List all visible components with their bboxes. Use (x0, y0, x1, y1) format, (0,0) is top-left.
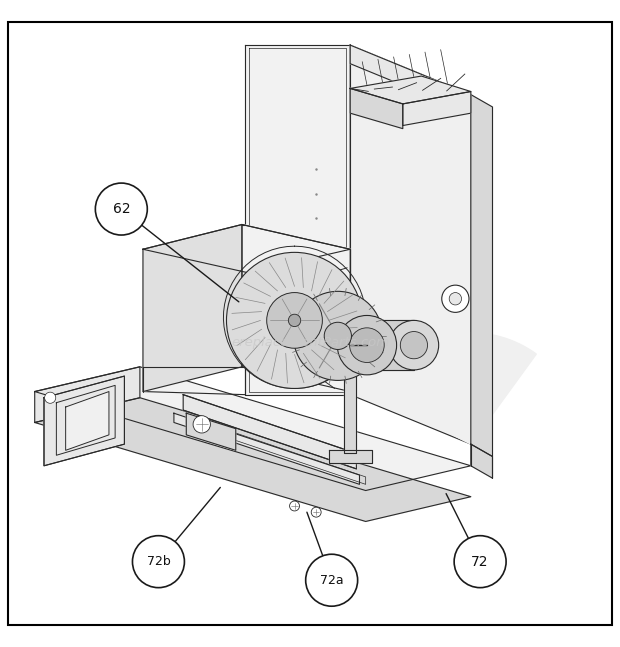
Text: 72b: 72b (146, 555, 170, 568)
Polygon shape (174, 413, 360, 485)
Polygon shape (403, 91, 471, 126)
Polygon shape (350, 45, 471, 113)
Circle shape (350, 328, 384, 362)
Polygon shape (471, 94, 492, 457)
Circle shape (193, 415, 210, 433)
Polygon shape (143, 225, 350, 273)
Polygon shape (249, 49, 346, 391)
Polygon shape (350, 76, 471, 104)
Circle shape (290, 501, 299, 511)
Polygon shape (35, 367, 140, 422)
Polygon shape (56, 386, 115, 455)
Circle shape (337, 316, 397, 375)
Polygon shape (344, 330, 356, 454)
Circle shape (389, 320, 439, 370)
Circle shape (293, 291, 383, 380)
Circle shape (311, 507, 321, 517)
Polygon shape (329, 450, 372, 463)
Circle shape (454, 536, 506, 587)
Circle shape (449, 292, 461, 305)
Polygon shape (183, 395, 356, 469)
Text: ereplacementParts.com: ereplacementParts.com (231, 336, 389, 349)
Polygon shape (245, 45, 350, 395)
Polygon shape (350, 45, 471, 444)
Circle shape (95, 183, 148, 235)
Text: 72: 72 (471, 554, 489, 569)
Polygon shape (186, 413, 236, 450)
Polygon shape (66, 391, 109, 450)
Text: 72a: 72a (320, 574, 343, 587)
Circle shape (401, 331, 428, 358)
Circle shape (442, 285, 469, 313)
Circle shape (226, 252, 363, 388)
Polygon shape (242, 225, 350, 391)
Polygon shape (35, 398, 471, 521)
Polygon shape (371, 333, 536, 444)
Polygon shape (143, 225, 242, 391)
Text: 62: 62 (112, 202, 130, 216)
Circle shape (133, 536, 184, 587)
Polygon shape (367, 320, 414, 370)
Polygon shape (350, 89, 403, 129)
Circle shape (45, 392, 56, 403)
Circle shape (306, 554, 358, 606)
Polygon shape (471, 444, 492, 478)
Polygon shape (44, 376, 125, 466)
Circle shape (267, 292, 322, 348)
Polygon shape (35, 367, 471, 490)
Circle shape (288, 314, 301, 327)
Circle shape (324, 322, 352, 349)
